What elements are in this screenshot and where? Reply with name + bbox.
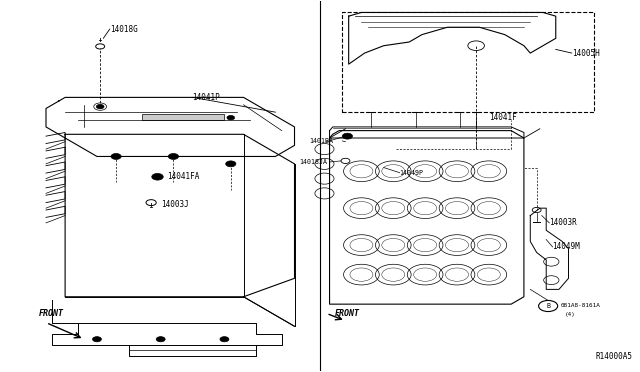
Circle shape: [226, 161, 236, 167]
Text: B: B: [546, 303, 550, 309]
Text: 1401BA: 1401BA: [308, 138, 333, 144]
Text: 14018G: 14018G: [109, 25, 138, 33]
Text: 14041F: 14041F: [489, 113, 516, 122]
Circle shape: [156, 337, 165, 342]
Circle shape: [341, 158, 350, 163]
Text: FRONT: FRONT: [38, 309, 63, 318]
Circle shape: [227, 115, 235, 120]
Text: 14041FA: 14041FA: [167, 172, 200, 181]
Text: 14049P: 14049P: [399, 170, 424, 176]
Text: FRONT: FRONT: [335, 309, 360, 318]
Circle shape: [93, 337, 101, 342]
Text: 14005H: 14005H: [572, 49, 600, 58]
Circle shape: [111, 154, 121, 160]
Circle shape: [152, 173, 163, 180]
Text: R14000A5: R14000A5: [595, 352, 632, 361]
Circle shape: [543, 276, 559, 285]
Text: 14049M: 14049M: [552, 243, 580, 251]
Circle shape: [532, 208, 541, 212]
Circle shape: [543, 257, 559, 266]
Circle shape: [220, 337, 229, 342]
Circle shape: [342, 133, 353, 139]
Text: 081A8-8161A: 081A8-8161A: [560, 304, 600, 308]
Circle shape: [97, 105, 104, 109]
Circle shape: [146, 200, 156, 206]
Circle shape: [168, 154, 179, 160]
Polygon shape: [141, 114, 225, 119]
Circle shape: [539, 301, 557, 311]
Circle shape: [468, 41, 484, 51]
Circle shape: [471, 43, 481, 49]
Circle shape: [96, 44, 104, 49]
Text: 14003R: 14003R: [549, 218, 577, 227]
Text: 14018JA: 14018JA: [300, 159, 328, 165]
Text: 14003J: 14003J: [161, 200, 188, 209]
Text: 14041P: 14041P: [193, 93, 220, 102]
Text: (4): (4): [565, 312, 576, 317]
